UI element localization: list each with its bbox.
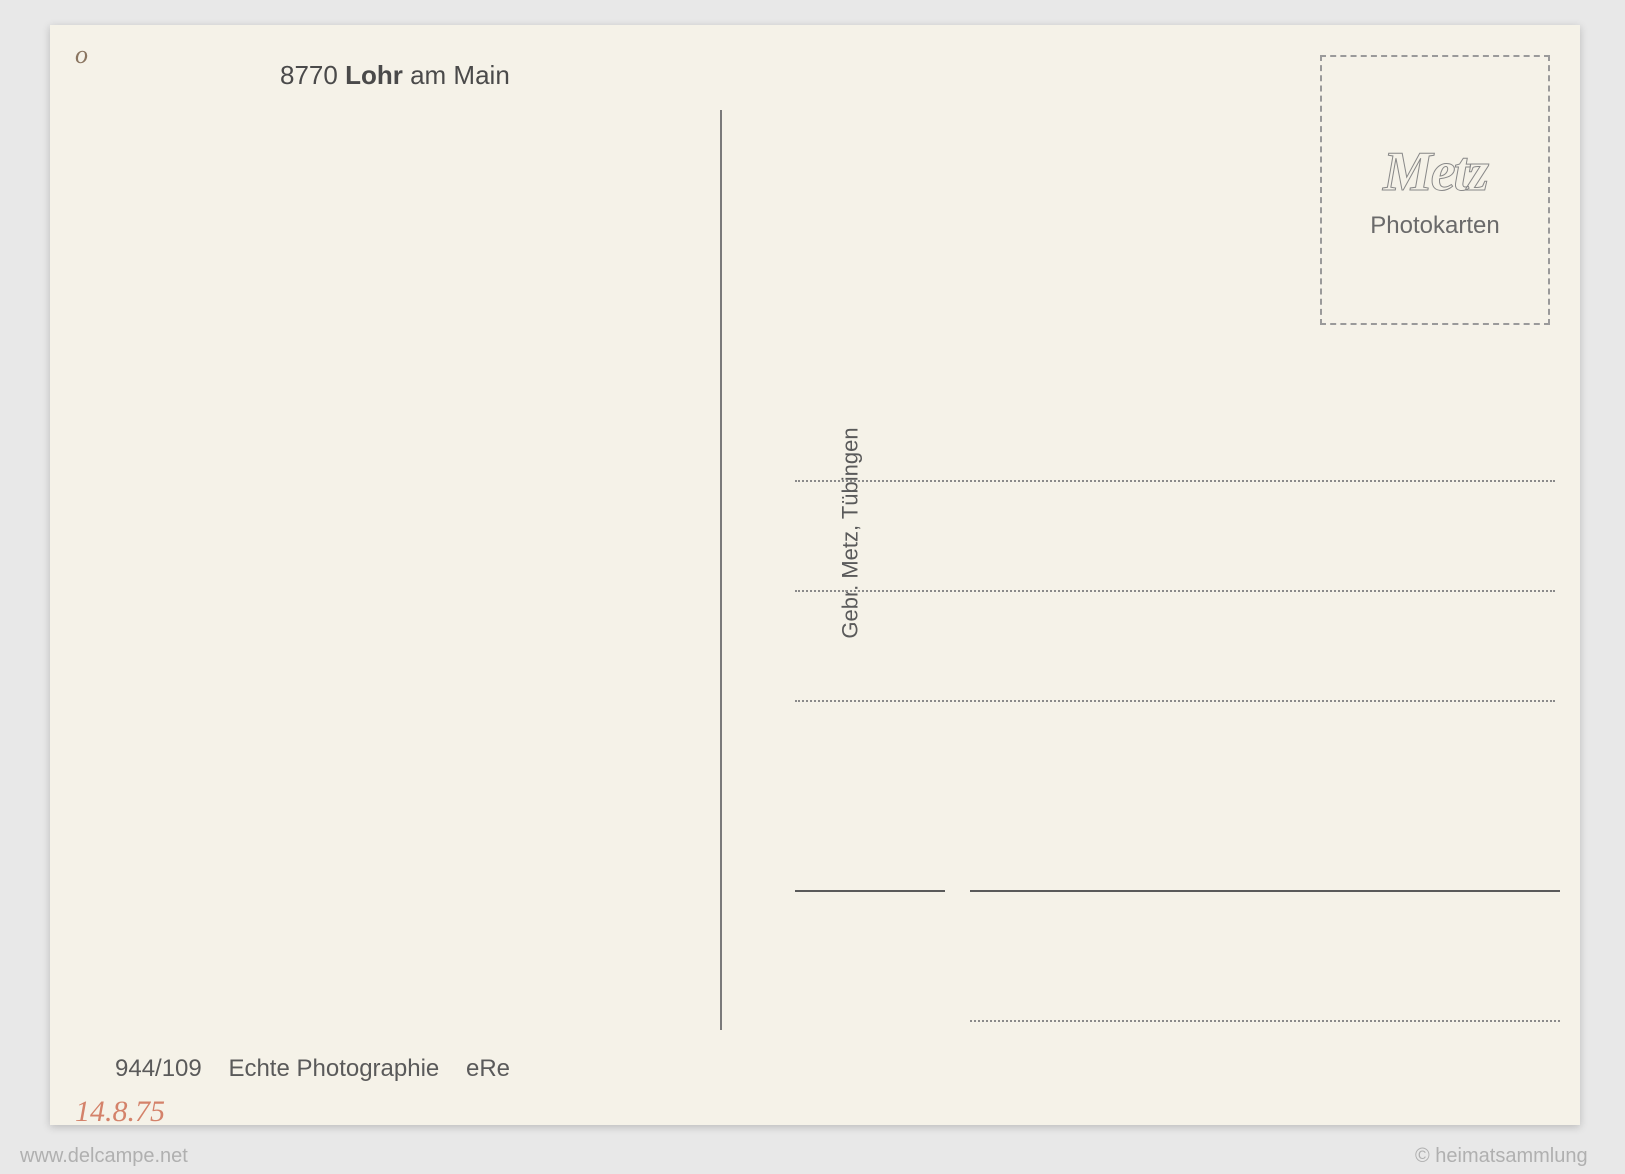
address-dotted-line <box>970 1020 1560 1022</box>
city-name: Lohr <box>345 60 403 90</box>
delcampe-watermark: www.delcampe.net <box>20 1145 188 1168</box>
catalog-info: 944/109 Echte Photographie eRe <box>115 1055 510 1083</box>
metz-logo: Metz <box>1383 140 1487 204</box>
postal-code: 8770 <box>280 60 338 90</box>
handwritten-mark: o <box>75 40 88 70</box>
copyright-watermark: © heimatsammlung <box>1415 1145 1588 1168</box>
address-dotted-line <box>795 480 1555 482</box>
center-divider <box>720 110 722 1030</box>
publisher-name: Gebr. Metz, Tübingen <box>838 427 864 638</box>
photo-description: Echte Photographie <box>228 1055 439 1082</box>
location-title: 8770 Lohr am Main <box>280 60 510 91</box>
address-dotted-line <box>795 700 1555 702</box>
ere-suffix: eRe <box>466 1055 510 1082</box>
handwritten-date: 14.8.75 <box>75 1095 165 1129</box>
city-suffix: am Main <box>410 60 510 90</box>
photokarten-label: Photokarten <box>1370 212 1499 240</box>
address-solid-line <box>795 890 945 892</box>
stamp-placeholder: Metz Photokarten <box>1320 55 1550 325</box>
address-solid-line <box>970 890 1560 892</box>
catalog-number: 944/109 <box>115 1055 202 1082</box>
address-dotted-line <box>795 590 1555 592</box>
